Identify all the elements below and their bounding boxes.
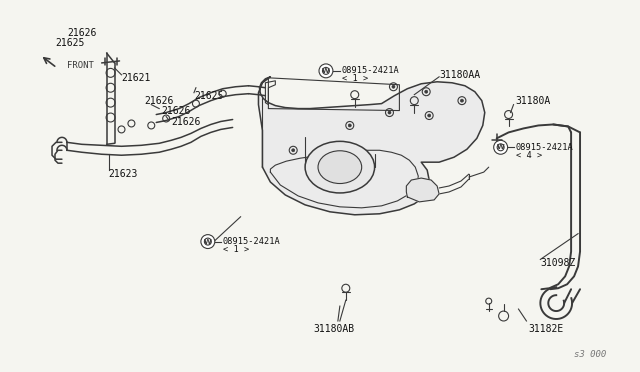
Circle shape — [493, 140, 508, 154]
Circle shape — [319, 64, 333, 78]
Text: 08915-2421A: 08915-2421A — [516, 143, 573, 152]
Circle shape — [392, 85, 395, 88]
Circle shape — [388, 111, 391, 114]
Text: 21621: 21621 — [122, 73, 151, 83]
Circle shape — [201, 235, 215, 248]
Text: 21626: 21626 — [67, 28, 96, 38]
Text: < 1 >: < 1 > — [342, 74, 368, 83]
Text: 31182E: 31182E — [529, 324, 564, 334]
Text: 31180AA: 31180AA — [439, 70, 480, 80]
Circle shape — [460, 99, 463, 102]
Circle shape — [428, 114, 431, 117]
Text: 08915-2421A: 08915-2421A — [223, 237, 280, 246]
Text: FRONT: FRONT — [67, 61, 94, 70]
Text: 21626: 21626 — [161, 106, 191, 116]
Ellipse shape — [318, 151, 362, 183]
Text: W: W — [497, 144, 504, 150]
Text: 21626: 21626 — [145, 96, 173, 106]
Circle shape — [292, 149, 294, 152]
Text: 31098Z: 31098Z — [540, 259, 575, 269]
Text: 31180A: 31180A — [516, 96, 551, 106]
Circle shape — [348, 124, 351, 127]
Text: s3 000: s3 000 — [573, 350, 606, 359]
Text: 31180AB: 31180AB — [313, 324, 354, 334]
Text: 21625: 21625 — [194, 91, 223, 101]
Ellipse shape — [305, 141, 374, 193]
Text: < 1 >: < 1 > — [223, 245, 249, 254]
Polygon shape — [259, 77, 484, 215]
Text: 08915-2421A: 08915-2421A — [342, 66, 399, 76]
Text: W: W — [204, 238, 212, 244]
Text: < 4 >: < 4 > — [516, 151, 542, 160]
Text: 21626: 21626 — [171, 118, 200, 128]
Polygon shape — [406, 178, 439, 202]
Text: W: W — [322, 68, 330, 74]
Text: 21623: 21623 — [109, 169, 138, 179]
Circle shape — [425, 90, 428, 93]
Text: 21625: 21625 — [55, 38, 84, 48]
